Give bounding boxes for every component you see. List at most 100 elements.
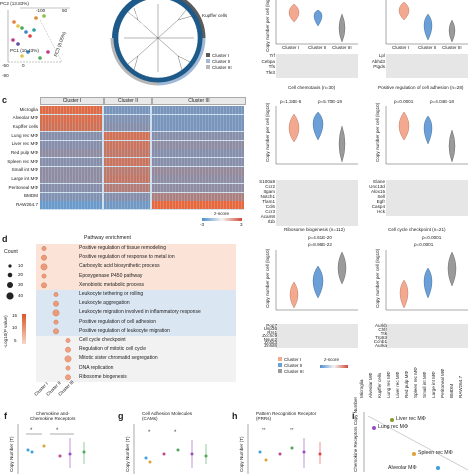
heatmap-cell — [152, 140, 244, 149]
top-cl3-right: Cluster III — [442, 45, 462, 50]
heatmap-cell — [152, 184, 244, 193]
panel-h-plot — [247, 424, 322, 474]
mid-ylabel-left: Copy number per cell (log10) — [265, 102, 270, 162]
pval-5: 5 — [14, 338, 17, 343]
sample-label: Microglia — [359, 379, 364, 398]
pca-tick-0: 0 — [22, 63, 25, 68]
dendro-label-microglia: Microglia — [126, 13, 145, 18]
heatmap-row-label: Red pulp MΦ — [10, 149, 38, 155]
panel-c-letter: c — [2, 95, 8, 105]
gene-label: Trp53 — [375, 335, 387, 340]
heatmap-cell — [104, 140, 150, 149]
panel-a-pca: PC2 (13.83%) -100 50 PC1 (10.43%) -50 0 … — [0, 0, 72, 90]
heatmap-cell — [104, 175, 150, 184]
pval-10: 10 — [12, 325, 18, 330]
heatmap-row-label: Spleen rec MΦ — [7, 158, 38, 164]
heatmap-cell — [40, 140, 102, 149]
e-legend-3: Cluster III — [284, 368, 304, 374]
panel-d-pval-legend: -Log10(P value) 15 10 5 — [3, 312, 36, 348]
mid-violins — [275, 106, 468, 165]
pathway-label: Leukocyte tethering or rolling — [79, 291, 144, 297]
gene-label: Usp36 — [263, 326, 277, 332]
heatmap-cell — [152, 149, 244, 158]
heatmap-cell — [40, 184, 102, 193]
pathway-dot — [53, 328, 59, 335]
pathway-dot — [65, 346, 71, 353]
top-grid-left — [276, 54, 358, 78]
gene-label: Il1b — [267, 219, 275, 224]
gene-label: Alox15 — [370, 189, 385, 194]
heatmap-cell — [152, 201, 244, 210]
pca-tick-50: 50 — [62, 8, 68, 13]
pathway-dot — [53, 292, 59, 297]
dendro-label-kupffer: Kupffer cells — [202, 13, 228, 18]
count-10: 10 — [18, 263, 24, 268]
pca-axis-pc2: PC2 (13.83%) — [0, 1, 29, 6]
cellcycle-p1: p=0.0001 — [422, 235, 442, 240]
dendro-legend-3: Cluster III — [212, 64, 232, 70]
ribosome-grid — [276, 324, 358, 348]
pathway-label: DNA replication — [79, 364, 114, 371]
pathway-dot — [53, 319, 59, 325]
adhesion-title: Positive regulation of cell adhesion (n=… — [378, 85, 464, 90]
count-20: 20 — [18, 272, 24, 277]
panel-i-ylabel: Chemokine Receptors Copy Number — [353, 396, 358, 472]
pathway-dot — [41, 282, 47, 289]
pathway-label: Regulation of mitotic cell cycle — [79, 346, 146, 353]
top-cl1-right: Cluster I — [392, 45, 410, 50]
pathway-dot — [65, 365, 71, 371]
sample-label: RAW264.7 — [458, 375, 463, 398]
heatmap-row-label: Small int MΦ — [11, 167, 38, 173]
heatmap-cell — [40, 123, 102, 132]
zscore-label: z-score — [214, 211, 230, 216]
panel-d-count-legend: Count 10 20 30 40 — [4, 249, 36, 310]
heatmap-cell — [104, 123, 150, 132]
heatmap-row-label: Microglia — [19, 106, 38, 112]
pathway-dot — [53, 300, 59, 307]
heatmap-cell — [40, 106, 102, 115]
heatmap-row-label: Alveolar MΦ — [12, 115, 38, 121]
gene-label: Hck — [377, 209, 385, 214]
gene-label: Pop7 — [266, 323, 277, 328]
pathway-label: Positive regulation of cell adhesion — [79, 318, 156, 325]
top-ylabel-left: Copy number per cell (log10) — [265, 0, 270, 52]
pval-15: 15 — [12, 313, 18, 318]
panel-i-point-2: Lung rec MΦ — [378, 424, 409, 430]
heatmap-cell — [152, 192, 244, 201]
cellcycle-grid — [386, 324, 468, 348]
e-zscore-label: z-score — [324, 357, 340, 362]
gene-label: Ccr3 — [265, 209, 275, 214]
heatmap-row-label: Peritoneal MΦ — [8, 184, 38, 190]
circular-dendrogram — [110, 0, 206, 86]
zscore-min: -3 — [200, 222, 205, 227]
svg-text:*: * — [30, 428, 33, 434]
gene-label: Tlam1 — [262, 199, 275, 204]
heatmap-row-label: RAW264.7 — [15, 201, 38, 207]
heatmap-cell — [104, 201, 150, 210]
dendro-legend-1: Cluster I — [212, 52, 230, 58]
gene-label: Trf — [269, 53, 275, 58]
dendro-label-large-int: Large int MΦ — [122, 21, 149, 26]
top-cl3-left: Cluster III — [332, 45, 352, 50]
panel-g-plot: * * — [133, 424, 208, 474]
pathway-dot — [40, 263, 48, 271]
gene-label: Abhd3 — [371, 58, 385, 64]
gene-label: Elane — [373, 179, 385, 184]
chemotaxis-p2: p=5.70E-19 — [318, 99, 342, 104]
pathway-dot — [41, 246, 47, 251]
heatmap-cell — [40, 201, 102, 210]
top-violins — [275, 0, 468, 45]
gene-label: Sell — [377, 194, 385, 199]
gene-label: Casp4 — [371, 204, 385, 209]
gene-label: Aurka — [374, 343, 387, 348]
panel-f-title: Chemokine and- Chemokine Receptors — [30, 411, 76, 421]
heatmap-cell — [40, 166, 102, 175]
ribosome-title: Ribosome biogenesis (n=112) — [284, 227, 345, 232]
panel-c-cluster-2: Cluster II — [104, 97, 152, 105]
gene-label: Egfr — [376, 199, 385, 204]
adhesion-grid — [386, 180, 468, 216]
gene-label: Nsun2 — [263, 336, 277, 342]
pathway-dot — [52, 309, 60, 317]
pathway-label: Ribosome biogenesis — [79, 373, 127, 380]
heatmap-cell — [40, 192, 102, 201]
